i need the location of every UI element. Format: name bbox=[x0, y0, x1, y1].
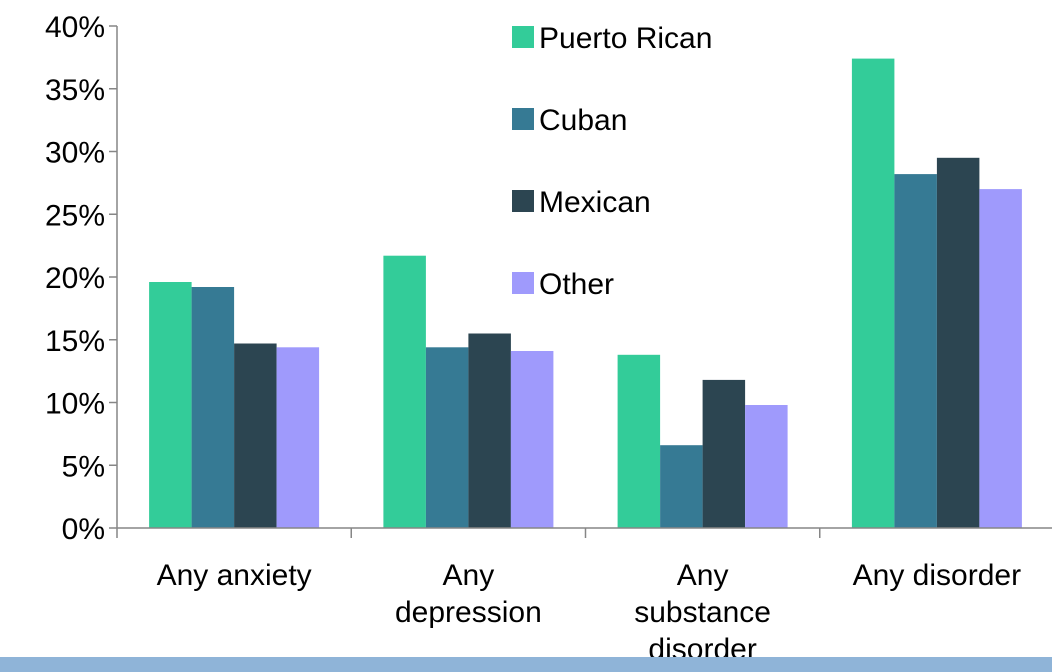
bar-mexican-2 bbox=[702, 379, 746, 528]
legend-swatch bbox=[512, 108, 534, 130]
bar-cuban-1 bbox=[425, 347, 469, 528]
y-tick-label: 30% bbox=[45, 137, 105, 170]
legend-item: Mexican bbox=[512, 186, 651, 219]
legend-label: Cuban bbox=[539, 104, 627, 137]
bar-mexican-1 bbox=[468, 333, 511, 528]
bar-cuban-3 bbox=[894, 174, 937, 528]
legend: Puerto Rican Cuban Mexican Other bbox=[512, 22, 712, 301]
x-tick-label: Any anxiety bbox=[157, 559, 312, 592]
y-tick-label: 0% bbox=[62, 513, 105, 546]
bar-other-3 bbox=[979, 189, 1022, 528]
y-axis: 0% 5% 10% 15% 20% 25% 30% 35% 40% bbox=[45, 11, 118, 546]
x-axis: Any anxiety Any depression Any substance diso… bbox=[116, 527, 1052, 666]
legend-item: Cuban bbox=[512, 104, 627, 137]
legend-item: Other bbox=[512, 268, 614, 301]
y-tick-label: 20% bbox=[45, 262, 105, 295]
legend-label: Other bbox=[539, 268, 614, 301]
y-tick-label: 15% bbox=[45, 325, 105, 358]
bar-puerto-rican-3 bbox=[851, 58, 895, 528]
bar-puerto-rican-1 bbox=[383, 255, 426, 528]
legend-item: Puerto Rican bbox=[512, 22, 712, 55]
bar-puerto-rican-2 bbox=[617, 354, 661, 528]
legend-swatch bbox=[512, 190, 534, 212]
x-tick-label: Any disorder bbox=[853, 559, 1021, 592]
x-tick-label: Any substance disorder bbox=[634, 559, 771, 666]
y-tick-label: 25% bbox=[45, 199, 105, 232]
bar-other-0 bbox=[276, 347, 320, 528]
legend-swatch bbox=[512, 26, 534, 48]
legend-swatch bbox=[512, 272, 534, 294]
bar-mexican-0 bbox=[234, 343, 277, 528]
y-tick-label: 40% bbox=[45, 11, 105, 44]
legend-label: Puerto Rican bbox=[539, 22, 712, 55]
bar-other-2 bbox=[745, 405, 788, 528]
footer-band bbox=[0, 657, 1052, 672]
legend-label: Mexican bbox=[539, 186, 651, 219]
bar-mexican-3 bbox=[936, 157, 980, 529]
y-tick-label: 35% bbox=[45, 74, 105, 107]
bar-puerto-rican-0 bbox=[149, 282, 192, 528]
bar-other-1 bbox=[510, 351, 554, 528]
x-tick-label: Any depression bbox=[395, 559, 542, 629]
y-tick-label: 5% bbox=[62, 450, 105, 483]
bar-cuban-2 bbox=[660, 445, 703, 528]
y-tick-label: 10% bbox=[45, 388, 105, 421]
bar-cuban-0 bbox=[191, 287, 235, 528]
bars-layer bbox=[149, 58, 1022, 529]
